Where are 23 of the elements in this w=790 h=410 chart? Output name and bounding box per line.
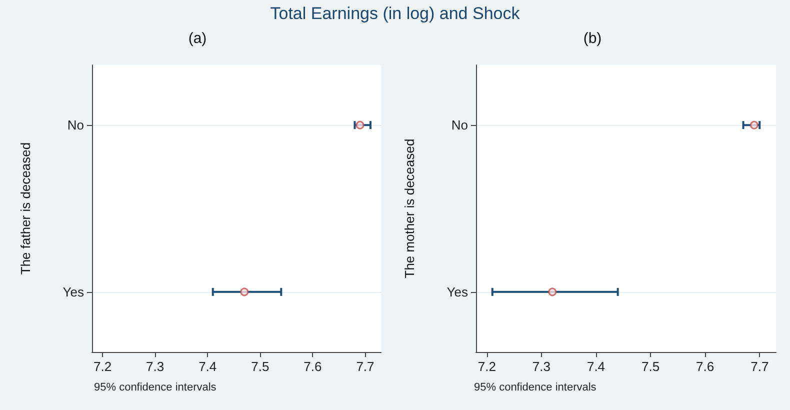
- x-tick-label: 7.6: [304, 359, 322, 374]
- x-tick-label: 7.2: [93, 359, 112, 374]
- x-axis-title: 95% confidence intervals: [474, 382, 597, 394]
- x-tick-label: 7.5: [251, 359, 270, 374]
- x-tick-label: 7.6: [696, 359, 714, 374]
- x-tick-label: 7.3: [532, 359, 550, 374]
- x-tick-label: 7.5: [642, 359, 660, 374]
- chart-title: Total Earnings (in log) and Shock: [269, 4, 521, 24]
- y-tick-label: Yes: [62, 284, 84, 300]
- x-axis-title: 95% confidence intervals: [94, 382, 217, 394]
- chart-subtitle: (b): [583, 30, 602, 47]
- x-tick-label: 7.7: [750, 359, 769, 374]
- x-tick-label: 7.4: [586, 359, 606, 374]
- chart-subtitle: (a): [188, 30, 207, 47]
- x-tick-label: 7.7: [356, 359, 374, 374]
- y-tick-label: No: [451, 118, 468, 133]
- x-tick-label: 7.3: [146, 359, 164, 374]
- y-axis-title: The mother is deceased: [402, 138, 417, 278]
- y-axis-title: The father is deceased: [18, 142, 33, 275]
- x-tick-label: 7.4: [198, 359, 217, 374]
- y-tick-label: No: [67, 118, 84, 133]
- y-tick-label: Yes: [446, 284, 468, 300]
- x-tick-label: 7.2: [478, 359, 496, 374]
